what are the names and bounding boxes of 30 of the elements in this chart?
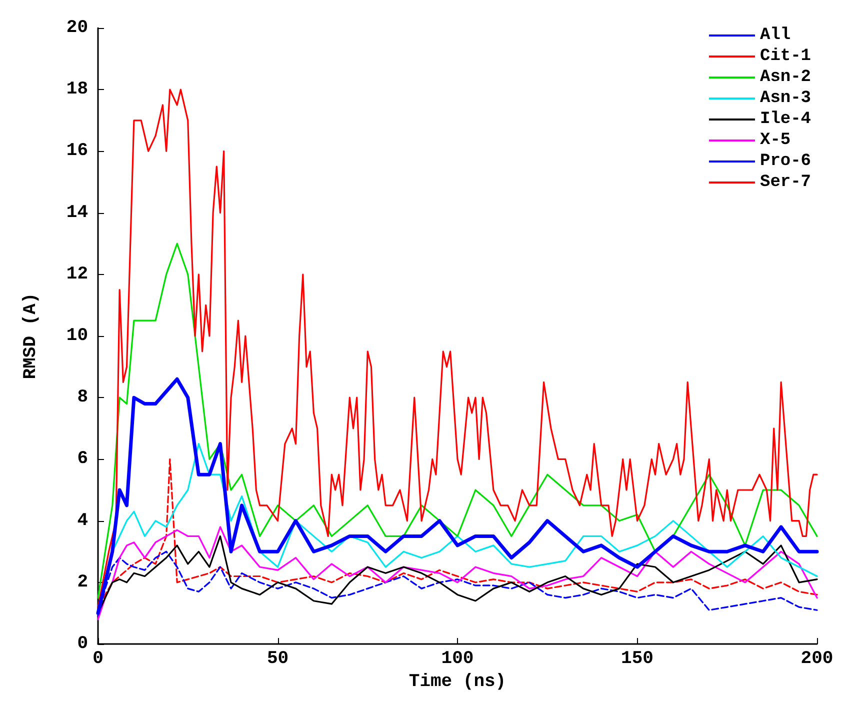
line-series	[96, 377, 819, 615]
line-series	[97, 88, 818, 608]
x-tick-label: 50	[266, 649, 289, 669]
y-tick-label: 6	[77, 449, 88, 470]
line-series	[97, 242, 818, 599]
y-tick-label: 0	[77, 634, 88, 654]
x-tick-label: 150	[621, 649, 654, 669]
y-tick-label: 12	[66, 264, 88, 284]
line-series	[97, 526, 818, 620]
y-axis-title: RMSD (A)	[21, 292, 41, 380]
y-tick-label: 18	[66, 80, 88, 100]
y-tick-label: 20	[66, 18, 88, 38]
legend-label: All	[760, 26, 791, 45]
legend-label: X-5	[760, 131, 791, 150]
y-tick-label: 16	[66, 141, 88, 162]
x-axis-title: Time (ns)	[408, 672, 506, 692]
legend-label: Cit-1	[760, 47, 812, 66]
y-tick-label: 10	[66, 326, 88, 346]
y-tick-label: 14	[66, 202, 88, 223]
legend-label: Ser-7	[760, 173, 812, 192]
y-tick-label: 8	[77, 388, 88, 408]
x-tick-label: 100	[441, 649, 474, 669]
legend-label: Asn-2	[760, 68, 812, 87]
y-tick-label: 4	[77, 510, 88, 531]
legend-label: Asn-3	[760, 89, 812, 108]
x-tick-label: 200	[800, 649, 834, 669]
x-tick-label: 0	[92, 649, 104, 669]
legend-label: Pro-6	[760, 152, 812, 171]
y-tick-label: 2	[77, 572, 88, 592]
legend-label: Ile-4	[760, 110, 812, 129]
